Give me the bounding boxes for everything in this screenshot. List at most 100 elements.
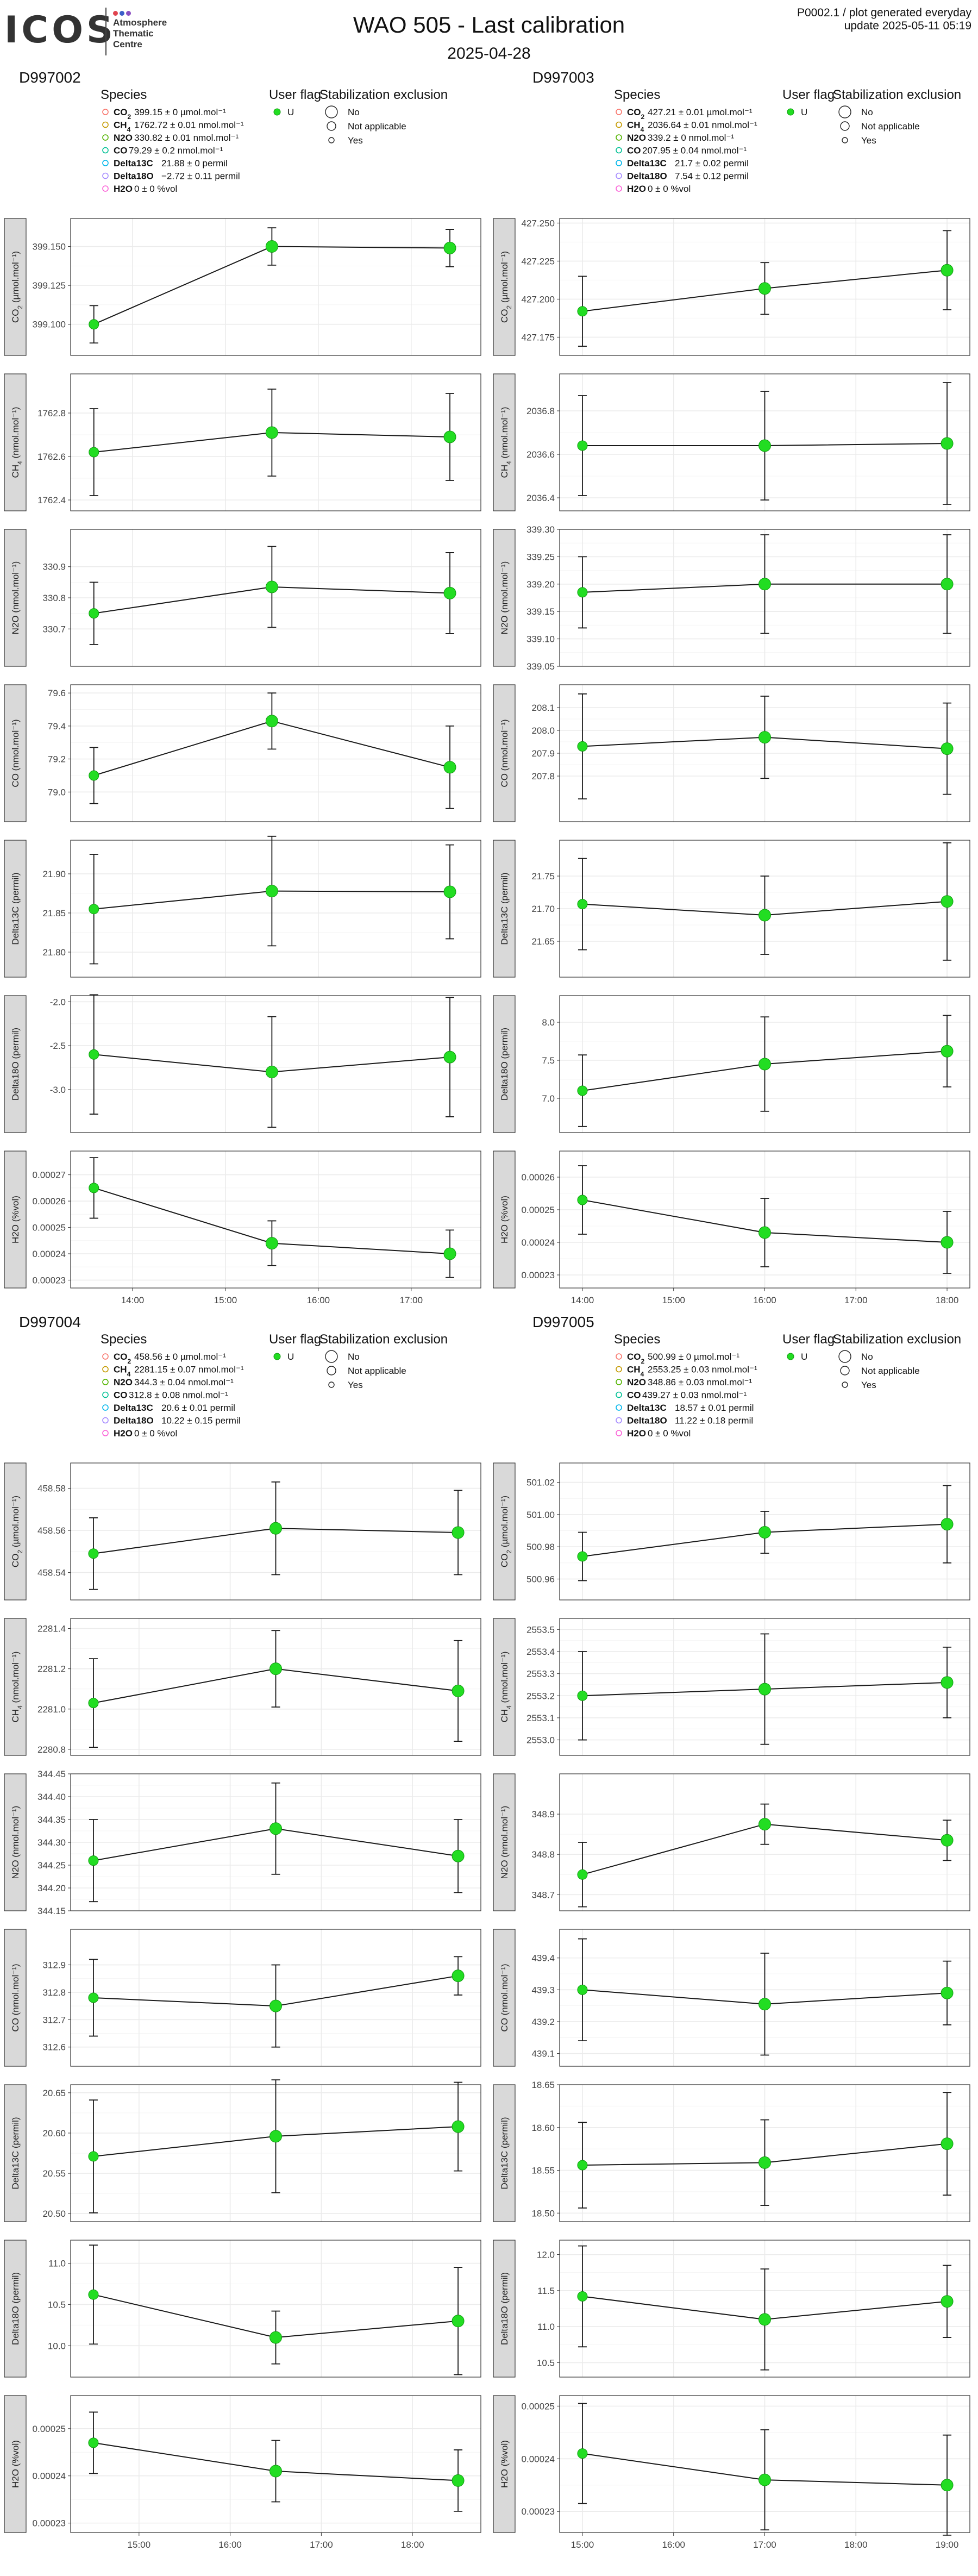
panel-ylabel: CO (nmol.mol⁻¹) <box>499 1964 510 2031</box>
y-tick-label: 399.125 <box>33 280 66 291</box>
data-point <box>941 437 954 450</box>
data-point <box>758 282 771 295</box>
panel: 0.00023 0.00024 0.00025 0.00026 0.00027 H2O (… <box>4 1151 481 1305</box>
x-tick-label: 14:00 <box>571 1295 594 1305</box>
species-legend-label: CO <box>627 1390 641 1400</box>
product-label: P0002.1 / plot generated everyday <box>797 7 971 19</box>
species-legend-value: 339.2 ± 0 nmol.mol⁻¹ <box>648 133 734 143</box>
stabilization-legend-title: Stabilization exclusion <box>319 1332 448 1347</box>
y-tick-label: 11.0 <box>537 2322 555 2332</box>
y-tick-label: 79.2 <box>48 754 66 765</box>
species-key <box>102 121 109 128</box>
panel-strip <box>493 218 516 356</box>
data-point <box>941 264 954 277</box>
chart-D997003: D997003 Species CO2 427.21 ± 0.01 µmol.mol⁻… <box>493 69 970 1305</box>
data-point <box>577 741 588 752</box>
y-tick-label: 2281.0 <box>37 1704 66 1715</box>
y-tick-label: 427.200 <box>522 294 555 304</box>
logo-subtitle: Atmosphere Thematic Centre <box>113 17 167 50</box>
data-point <box>269 1822 282 1835</box>
data-point <box>577 1551 588 1562</box>
data-point <box>758 909 771 922</box>
data-point <box>269 2130 282 2143</box>
species-legend-label: CO2 <box>627 1352 645 1365</box>
y-tick-label: 0.00025 <box>33 2424 66 2434</box>
data-point <box>941 1236 954 1249</box>
y-tick-label: 501.02 <box>526 1478 555 1488</box>
stabilization-key <box>327 1366 336 1375</box>
y-tick-label: 2281.4 <box>37 1624 66 1634</box>
x-tick-label: 17:00 <box>753 2540 776 2550</box>
species-legend-label: CO <box>114 1390 128 1400</box>
y-tick-label: 344.15 <box>37 1906 66 1916</box>
y-tick-label: 339.05 <box>526 661 555 672</box>
panel-border <box>70 684 481 822</box>
y-tick-label: 344.35 <box>37 1815 66 1825</box>
data-point <box>577 1869 588 1880</box>
species-legend-value: 439.27 ± 0.03 nmol.mol⁻¹ <box>642 1390 747 1400</box>
species-legend-label: CH4 <box>627 1365 644 1378</box>
y-tick-label: 2281.2 <box>37 1664 66 1674</box>
data-point <box>89 608 99 619</box>
panel-border <box>559 684 970 822</box>
y-tick-label: 339.15 <box>526 607 555 617</box>
y-tick-label: 7.0 <box>542 1093 555 1104</box>
species-legend-label: Delta18O <box>627 1416 667 1426</box>
stabilization-legend-title: Stabilization exclusion <box>833 87 961 102</box>
species-key <box>616 1391 622 1398</box>
species-key <box>102 160 109 166</box>
panel-strip <box>4 1929 27 2067</box>
species-legend-label: Delta18O <box>627 171 667 182</box>
stabilization-label: No <box>861 1352 873 1362</box>
species-key <box>102 147 109 154</box>
species-legend-label: N2O <box>114 1377 133 1387</box>
data-point <box>577 1690 588 1701</box>
stabilization-key <box>328 137 335 143</box>
data-point <box>452 2474 465 2487</box>
y-tick-label: 458.58 <box>37 1484 66 1494</box>
logo-dot-purple <box>126 11 131 16</box>
y-tick-label: 21.85 <box>42 908 66 918</box>
panel-border <box>70 373 481 511</box>
species-legend-title: Species <box>614 1332 660 1347</box>
y-tick-label: 20.60 <box>42 2128 66 2139</box>
panel-border <box>559 2240 970 2378</box>
stabilization-label: Not applicable <box>861 121 920 132</box>
stabilization-key <box>838 1350 851 1363</box>
stabilization-label: Yes <box>348 135 363 146</box>
species-legend-title: Species <box>101 87 147 102</box>
data-point <box>577 1984 588 1995</box>
panel-strip <box>493 684 516 822</box>
stabilization-label: Not applicable <box>348 121 406 132</box>
species-legend-value: 399.15 ± 0 µmol.mol⁻¹ <box>134 107 226 117</box>
species-legend-label: H2O <box>114 184 133 194</box>
data-point <box>88 2437 99 2448</box>
data-point <box>758 1226 771 1239</box>
y-tick-label: 21.80 <box>42 947 66 958</box>
data-point <box>88 1698 99 1709</box>
y-tick-label: 0.00026 <box>522 1172 555 1183</box>
stabilization-key <box>840 121 850 131</box>
y-tick-label: 2036.8 <box>526 406 555 416</box>
data-point <box>443 761 456 774</box>
y-tick-label: 312.8 <box>42 1987 66 1998</box>
panel-border <box>70 995 481 1133</box>
species-legend-value: 18.57 ± 0.01 permil <box>675 1403 754 1413</box>
species-key <box>102 1417 109 1424</box>
y-tick-label: 0.00027 <box>33 1170 66 1180</box>
panel: 0.00023 0.00024 0.00025 H2O (%vol) 15:00 16:0… <box>4 2395 481 2550</box>
data-point <box>452 1969 465 1983</box>
species-key <box>616 1379 622 1385</box>
logo-dot-red <box>113 11 118 16</box>
x-tick-label: 17:00 <box>400 1295 423 1305</box>
panel: 439.1 439.2 439.3 439.4 CO (nmol.mol⁻¹) <box>493 1929 970 2067</box>
species-key <box>102 109 109 115</box>
species-key <box>102 1366 109 1373</box>
species-legend-value: 2553.25 ± 0.03 nmol.mol⁻¹ <box>648 1365 757 1375</box>
panel-ylabel: N2O (nmol.mol⁻¹) <box>10 1806 21 1879</box>
panel-background <box>71 685 481 822</box>
data-point <box>577 899 588 910</box>
species-legend-label: H2O <box>627 1428 646 1439</box>
species-key <box>102 172 109 179</box>
